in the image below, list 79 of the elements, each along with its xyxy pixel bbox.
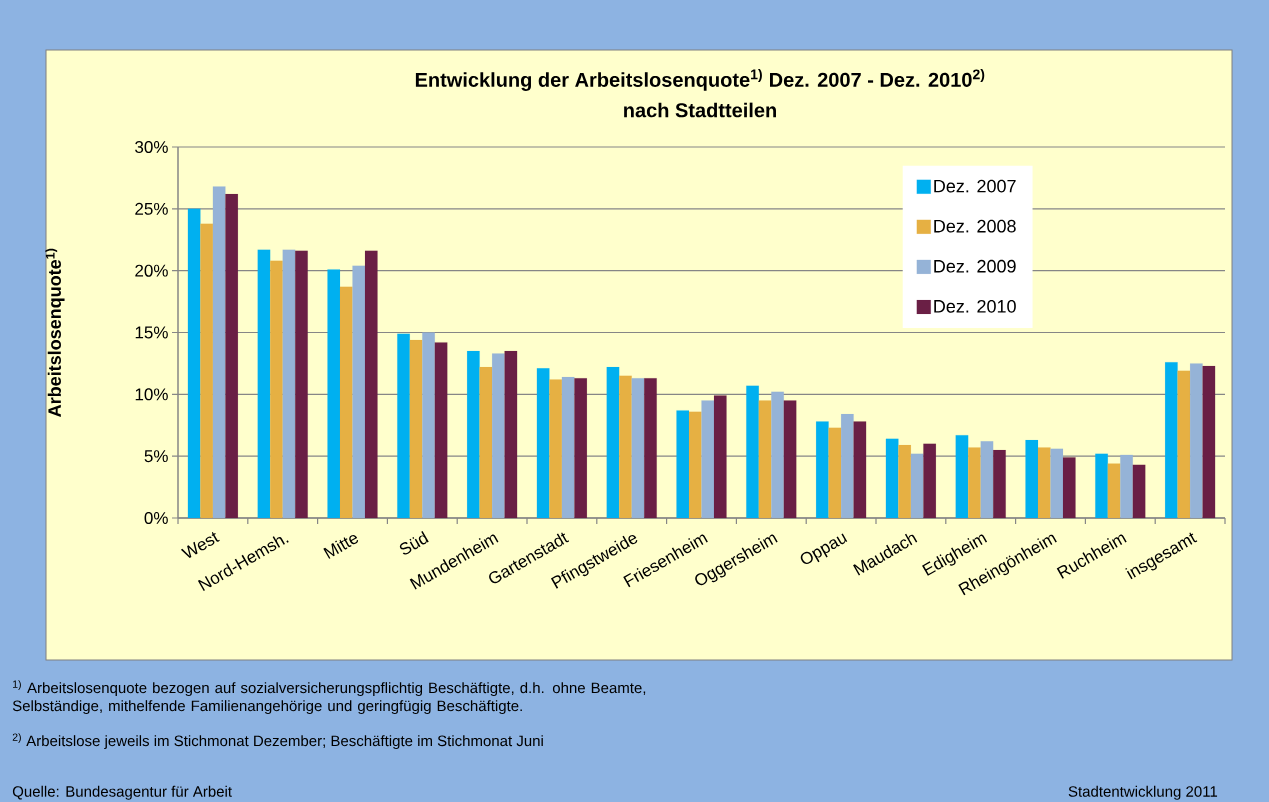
chart-title: Entwicklung der Arbeitslosenquote$^{1)}$ Dez. 2007 - Dez. 2010$^{2)}$	[415, 69, 985, 91]
bar	[968, 447, 981, 519]
bar	[923, 443, 936, 519]
bar	[841, 414, 854, 519]
y-tick-label: 10%	[135, 388, 168, 401]
bar	[1025, 440, 1039, 519]
y-axis-title: Arbeitslosenquote$^{1)}$	[45, 248, 65, 417]
bar	[225, 193, 238, 519]
bar	[270, 260, 283, 519]
bar	[1050, 448, 1064, 519]
legend-label: Dez. 2007	[934, 179, 1016, 193]
legend-label: Dez. 2010	[934, 299, 1016, 313]
bar	[644, 378, 657, 519]
bar	[885, 438, 899, 519]
bar	[434, 342, 448, 519]
bar	[212, 186, 226, 519]
bar	[504, 350, 518, 519]
bar	[898, 444, 911, 519]
chart-subtitle: nach Stadtteilen	[624, 102, 776, 118]
bar	[187, 208, 201, 519]
bar	[549, 379, 562, 519]
bar	[1095, 453, 1108, 519]
bar	[853, 421, 867, 519]
bar	[1120, 454, 1133, 519]
bar	[257, 249, 271, 519]
bar	[955, 435, 969, 519]
bar	[688, 411, 702, 519]
bar	[1190, 363, 1203, 519]
bar	[397, 333, 410, 519]
source-note: Quelle: Bundesagentur für Arbeit	[12, 785, 232, 800]
bar	[771, 391, 784, 519]
bar	[758, 400, 772, 519]
bar	[339, 286, 353, 519]
bar	[713, 395, 727, 519]
bar	[701, 400, 715, 519]
y-tick-label: 20%	[135, 264, 168, 277]
bar	[828, 427, 842, 519]
bar	[993, 449, 1006, 519]
bar	[1165, 362, 1178, 519]
bar	[980, 441, 994, 519]
legend-label: Dez. 2009	[934, 259, 1016, 273]
bar	[364, 250, 378, 519]
legend-label: Dez. 2008	[934, 219, 1016, 233]
x-tick-label: Mitte	[323, 534, 359, 559]
bar	[1177, 370, 1191, 519]
y-tick-label: 15%	[135, 326, 168, 339]
bar	[422, 332, 435, 519]
bar	[467, 350, 480, 519]
text: Stadtentwicklung 2011	[1068, 785, 1218, 800]
bar	[409, 339, 423, 519]
y-tick-label: 25%	[135, 202, 168, 215]
bar	[1132, 464, 1146, 519]
bar	[746, 385, 759, 519]
bar	[282, 249, 296, 519]
bar	[1037, 447, 1051, 519]
bar	[492, 353, 505, 519]
bar	[574, 378, 587, 519]
y-tick-label: 0%	[144, 511, 168, 525]
bar	[561, 376, 575, 519]
text: $^{2)}$ Arbeitslose jeweils im Stichmonat Dezember; Beschäftigte im Stichmonat Juni	[12, 733, 543, 750]
bar	[676, 410, 690, 519]
y-tick-label: 30%	[135, 140, 168, 154]
text: $^{1)}$ Arbeitslosenquote bezogen auf sozialversicherungspflichtig Beschäftigte, d.h. ohne Beamte, Selbständige, mithelfende Familienangehörige und geringfügig Beschäftigte.	[12, 680, 646, 715]
bar	[783, 400, 797, 519]
bar	[1202, 365, 1216, 519]
bar	[910, 453, 924, 519]
bar	[816, 421, 829, 519]
bar	[619, 375, 632, 519]
bar	[631, 378, 645, 519]
bar	[327, 269, 341, 519]
bar	[295, 250, 308, 519]
bar	[479, 367, 493, 519]
y-tick-label: 5%	[144, 450, 168, 463]
bar	[352, 265, 366, 519]
bar	[536, 368, 550, 519]
bar	[1062, 457, 1076, 519]
bar	[1107, 463, 1121, 519]
bar	[606, 367, 620, 519]
bar	[200, 223, 213, 519]
